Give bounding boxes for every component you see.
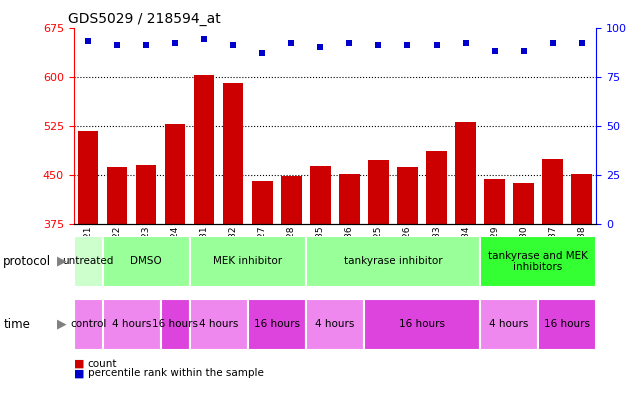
Text: 4 hours: 4 hours bbox=[112, 319, 151, 329]
Bar bbox=[74, 236, 103, 287]
Bar bbox=[248, 299, 306, 350]
Bar bbox=[455, 123, 476, 224]
Bar bbox=[364, 299, 480, 350]
Text: ■: ■ bbox=[74, 368, 84, 378]
Bar bbox=[339, 174, 360, 224]
Point bbox=[431, 42, 442, 48]
Point bbox=[315, 44, 326, 50]
Text: count: count bbox=[88, 358, 117, 369]
Bar bbox=[107, 167, 128, 224]
Point bbox=[228, 42, 238, 48]
Bar bbox=[223, 83, 244, 224]
Text: 4 hours: 4 hours bbox=[199, 319, 238, 329]
Text: 16 hours: 16 hours bbox=[153, 319, 198, 329]
Text: untreated: untreated bbox=[63, 256, 114, 266]
Text: MEK inhibitor: MEK inhibitor bbox=[213, 256, 283, 266]
Text: DMSO: DMSO bbox=[130, 256, 162, 266]
Bar bbox=[252, 181, 272, 224]
Text: tankyrase and MEK
inhibitors: tankyrase and MEK inhibitors bbox=[488, 251, 588, 272]
Bar bbox=[542, 159, 563, 224]
Point bbox=[112, 42, 122, 48]
Bar bbox=[194, 75, 215, 224]
Text: 16 hours: 16 hours bbox=[254, 319, 300, 329]
Point bbox=[547, 40, 558, 46]
Bar bbox=[281, 176, 301, 224]
Point bbox=[199, 36, 210, 42]
Text: ▶: ▶ bbox=[57, 255, 67, 268]
Point bbox=[576, 40, 587, 46]
Text: 4 hours: 4 hours bbox=[489, 319, 529, 329]
Bar bbox=[513, 184, 534, 224]
Bar bbox=[74, 299, 103, 350]
Point bbox=[403, 42, 413, 48]
Bar bbox=[310, 166, 331, 224]
Text: tankyrase inhibitor: tankyrase inhibitor bbox=[344, 256, 442, 266]
Bar bbox=[165, 125, 185, 224]
Text: ■: ■ bbox=[74, 358, 84, 369]
Point bbox=[141, 42, 151, 48]
Text: ▶: ▶ bbox=[57, 318, 67, 331]
Bar bbox=[369, 160, 388, 224]
Point bbox=[460, 40, 470, 46]
Bar bbox=[480, 299, 538, 350]
Bar bbox=[136, 165, 156, 224]
Bar bbox=[161, 299, 190, 350]
Point bbox=[519, 48, 529, 54]
Bar bbox=[78, 131, 98, 224]
Bar bbox=[103, 236, 190, 287]
Text: 16 hours: 16 hours bbox=[399, 319, 445, 329]
Point bbox=[83, 38, 94, 44]
Bar bbox=[103, 299, 161, 350]
Point bbox=[287, 40, 297, 46]
Text: percentile rank within the sample: percentile rank within the sample bbox=[88, 368, 263, 378]
Text: GDS5029 / 218594_at: GDS5029 / 218594_at bbox=[69, 13, 221, 26]
Bar bbox=[190, 236, 306, 287]
Point bbox=[257, 50, 267, 56]
Bar bbox=[190, 299, 248, 350]
Point bbox=[170, 40, 180, 46]
Point bbox=[490, 48, 500, 54]
Text: time: time bbox=[3, 318, 30, 331]
Point bbox=[344, 40, 354, 46]
Text: protocol: protocol bbox=[3, 255, 51, 268]
Bar bbox=[572, 174, 592, 224]
Bar bbox=[397, 167, 418, 224]
Bar bbox=[306, 299, 364, 350]
Bar bbox=[426, 151, 447, 224]
Text: 16 hours: 16 hours bbox=[544, 319, 590, 329]
Bar bbox=[306, 236, 480, 287]
Bar bbox=[485, 180, 504, 224]
Point bbox=[373, 42, 383, 48]
Bar bbox=[480, 236, 596, 287]
Bar bbox=[538, 299, 596, 350]
Text: 4 hours: 4 hours bbox=[315, 319, 354, 329]
Text: control: control bbox=[70, 319, 106, 329]
